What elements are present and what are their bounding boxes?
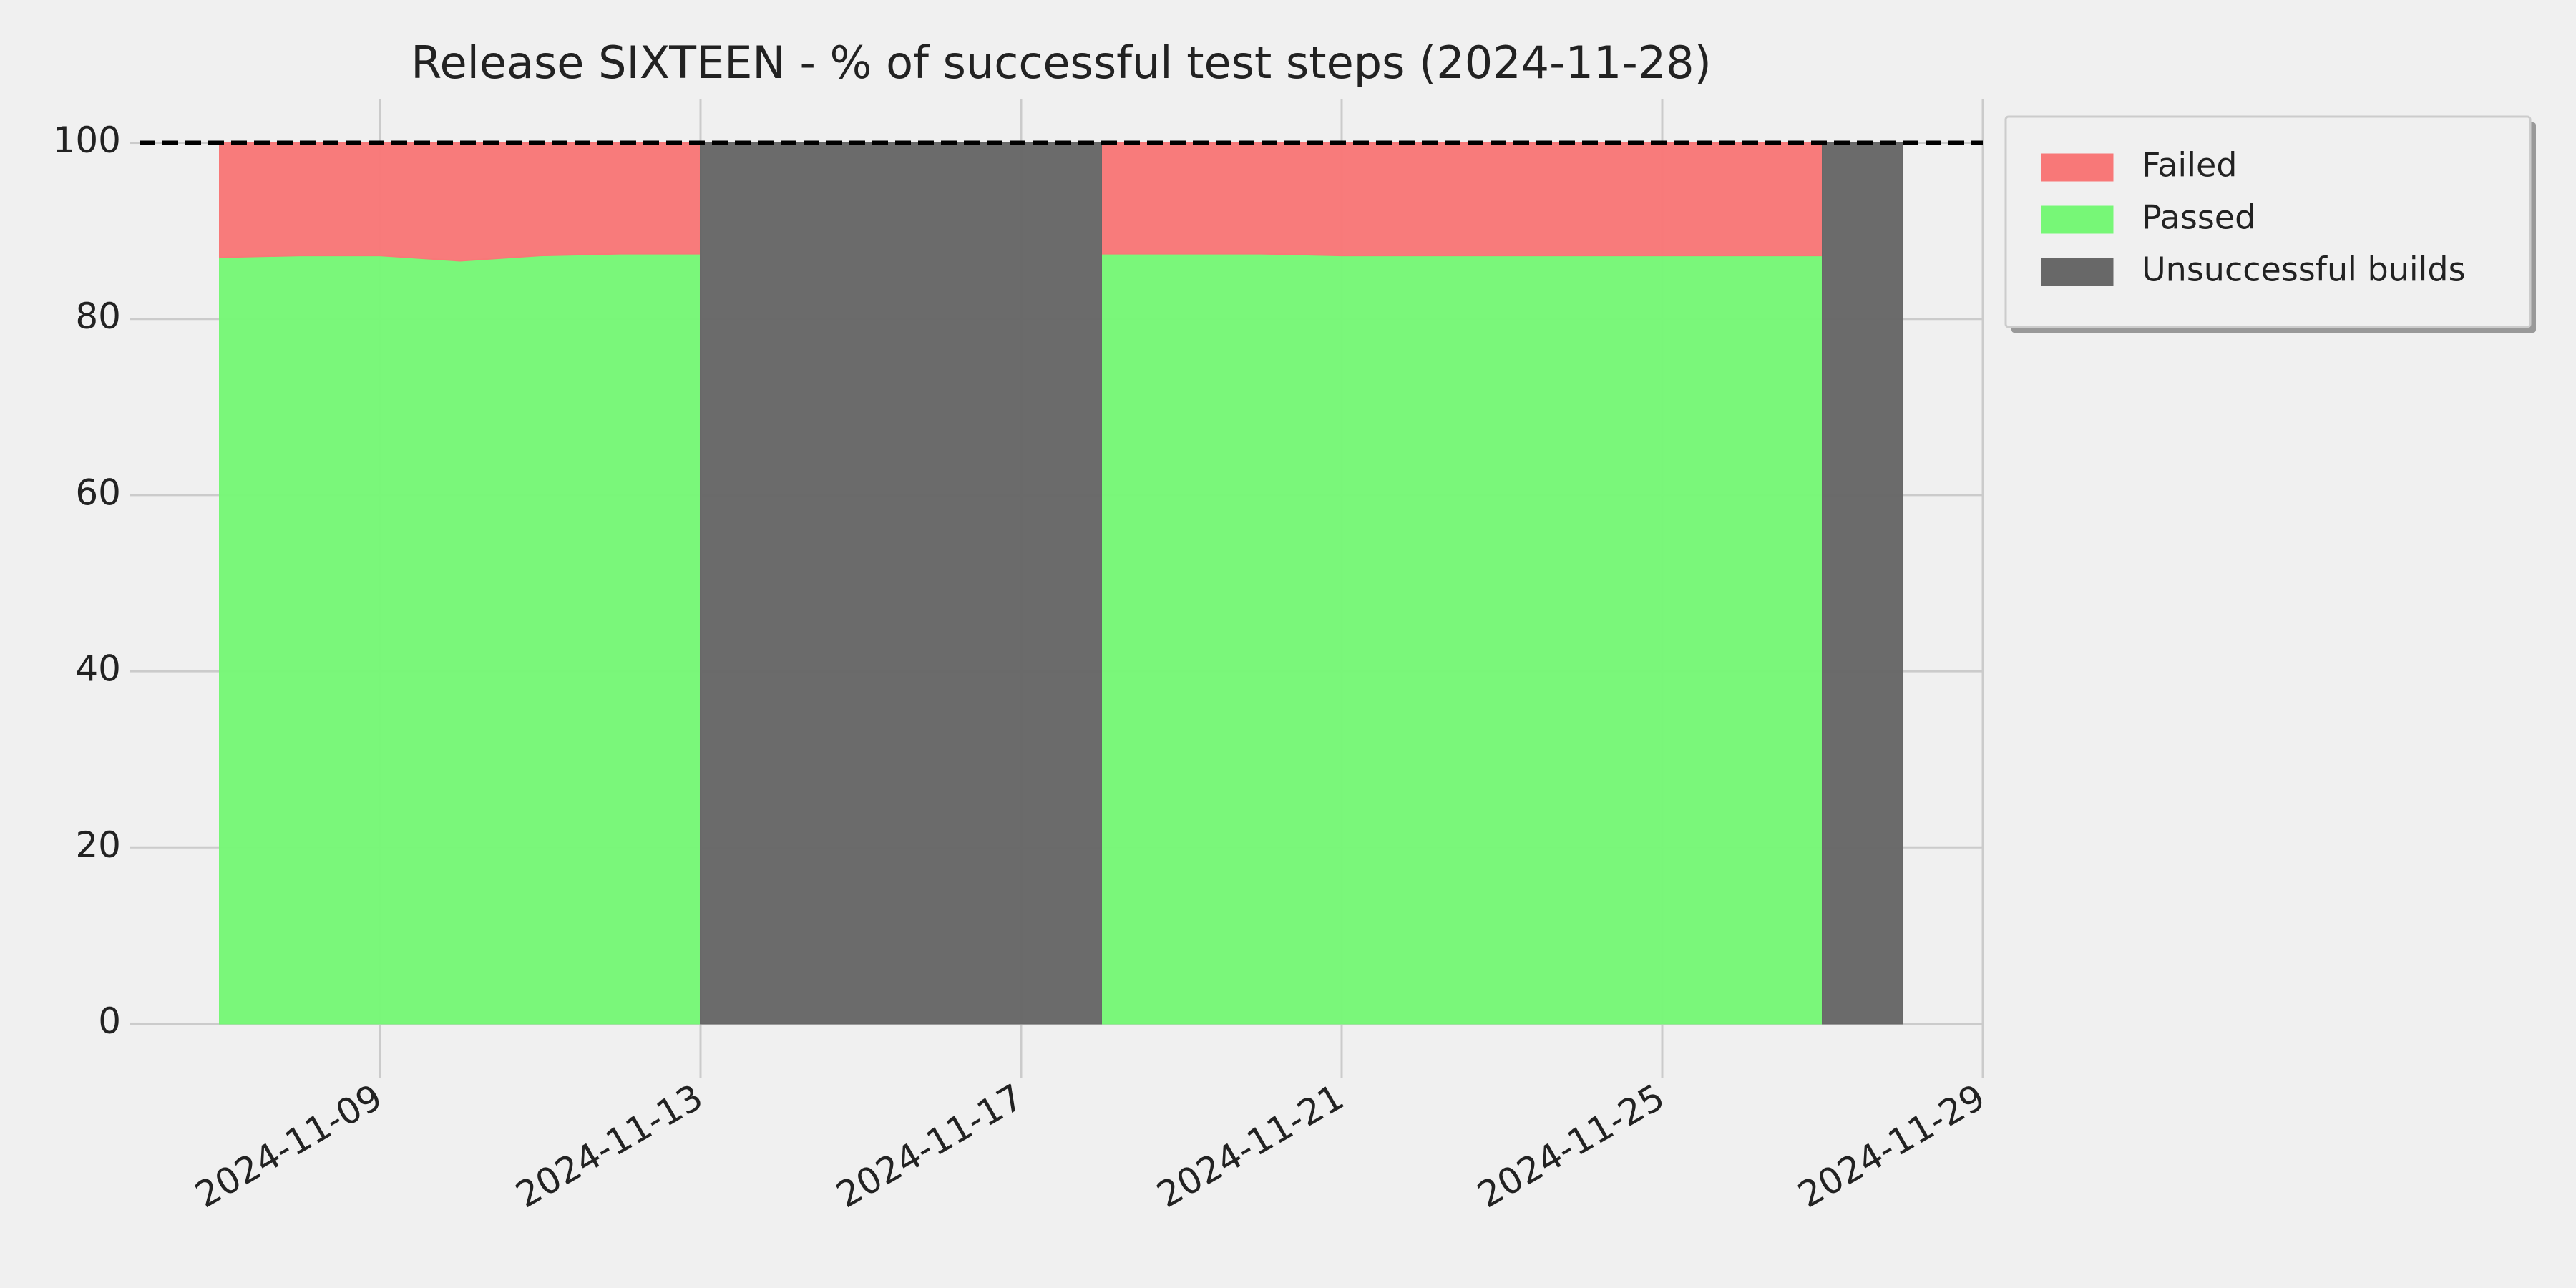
legend-label: Failed — [2142, 146, 2238, 185]
area — [219, 253, 701, 1025]
y-tick-label: 0 — [98, 1000, 121, 1042]
y-tick-label: 40 — [75, 648, 121, 690]
area — [219, 142, 701, 262]
area — [1101, 142, 1823, 257]
y-tick-label: 100 — [53, 119, 121, 161]
legend-swatch — [2041, 153, 2114, 182]
y-tick-label: 80 — [75, 296, 121, 337]
chart-title: Release SIXTEEN - % of successful test s… — [411, 36, 1712, 89]
legend-label: Passed — [2142, 198, 2255, 237]
legend-swatch — [2041, 205, 2114, 234]
area — [700, 142, 1102, 1025]
legend — [2004, 115, 2532, 328]
area — [1822, 142, 1903, 1025]
legend-label: Unsuccessful builds — [2142, 250, 2466, 289]
area — [1101, 253, 1823, 1025]
legend-swatch — [2041, 258, 2114, 286]
y-tick-label: 60 — [75, 472, 121, 513]
y-tick-label: 20 — [75, 824, 121, 866]
